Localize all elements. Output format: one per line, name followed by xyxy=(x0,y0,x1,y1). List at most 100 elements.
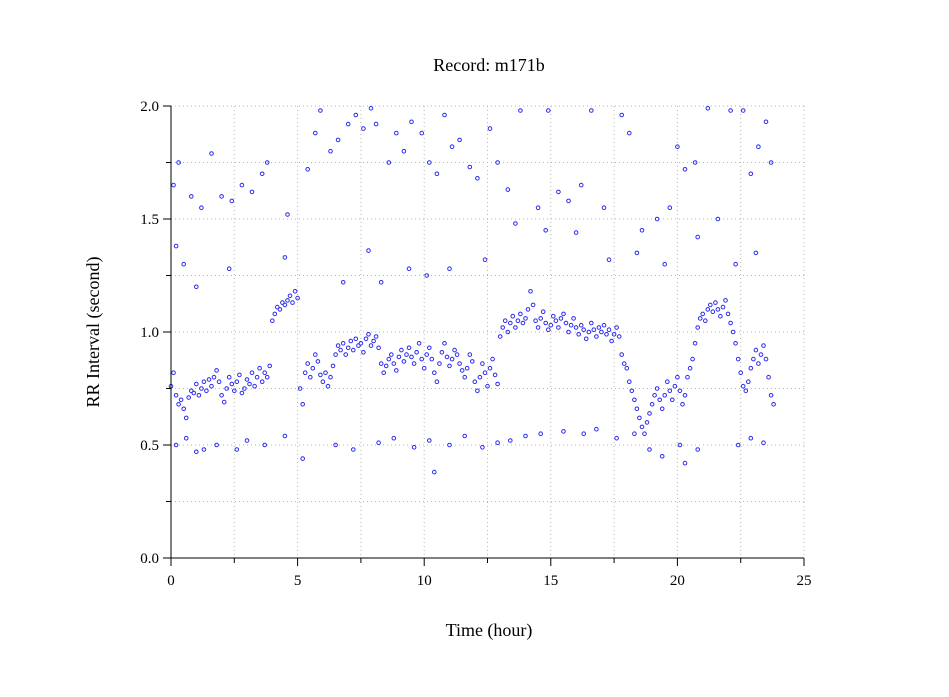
rr-data-point xyxy=(224,386,229,391)
rr-data-point xyxy=(432,469,437,475)
rr-data-point xyxy=(308,374,313,380)
rr-data-point xyxy=(687,365,693,371)
rr-data-point xyxy=(183,415,189,421)
rr-data-point xyxy=(219,393,224,398)
rr-data-point xyxy=(751,356,756,362)
y-axis-title: RR Interval (second) xyxy=(83,257,104,408)
rr-data-point xyxy=(424,352,430,357)
rr-data-point xyxy=(237,372,242,378)
rr-data-point xyxy=(310,365,316,371)
rr-data-point xyxy=(201,379,207,385)
rr-data-point xyxy=(670,397,675,403)
rr-data-point xyxy=(695,234,701,240)
rr-data-point xyxy=(771,402,776,407)
rr-data-point xyxy=(662,261,668,267)
rr-data-point xyxy=(414,350,419,355)
rr-data-point xyxy=(639,424,645,430)
rr-data-point xyxy=(467,164,473,170)
rr-data-point xyxy=(487,365,493,371)
rr-data-point xyxy=(710,309,716,315)
rr-data-point xyxy=(715,307,721,312)
rr-data-point xyxy=(391,435,397,441)
rr-data-point xyxy=(718,313,723,319)
rr-data-point xyxy=(766,374,771,380)
rr-data-point xyxy=(611,332,617,337)
rr-data-point xyxy=(427,160,432,165)
rr-data-point xyxy=(634,406,640,412)
rr-data-point xyxy=(287,293,293,299)
rr-data-point xyxy=(396,354,402,360)
rr-data-point xyxy=(447,363,452,369)
rr-data-point xyxy=(275,304,280,310)
rr-data-point xyxy=(206,377,212,382)
rr-data-point xyxy=(482,370,488,376)
rr-data-point xyxy=(249,189,255,195)
rr-data-point xyxy=(229,381,235,387)
x-tick-label: 10 xyxy=(417,573,432,589)
rr-data-point xyxy=(475,176,480,181)
rr-data-point xyxy=(609,338,614,344)
rr-data-point xyxy=(515,318,521,324)
rr-data-point xyxy=(226,266,232,272)
rr-data-point xyxy=(211,374,217,380)
rr-data-point xyxy=(675,374,680,380)
rr-data-point xyxy=(300,402,306,407)
rr-data-point xyxy=(510,313,516,319)
rr-data-point xyxy=(442,112,447,118)
rr-data-point xyxy=(546,327,551,333)
rr-data-point xyxy=(464,365,470,371)
rr-data-point xyxy=(447,266,452,272)
rr-data-point xyxy=(748,365,754,371)
rr-data-point xyxy=(333,442,338,448)
rr-data-point xyxy=(229,198,235,204)
rr-data-point xyxy=(399,347,404,353)
rr-data-point xyxy=(518,108,523,113)
rr-data-point xyxy=(234,447,240,452)
rr-data-point xyxy=(505,329,511,335)
y-tick-label: 1.0 xyxy=(140,325,159,341)
rr-data-point xyxy=(761,440,766,446)
rr-data-point xyxy=(606,257,612,263)
rr-data-point xyxy=(743,388,749,394)
rr-data-point xyxy=(432,370,437,376)
rr-data-point xyxy=(485,383,490,389)
x-axis-title: Time (hour) xyxy=(446,620,533,641)
rr-data-point xyxy=(581,431,587,437)
rr-data-point xyxy=(563,320,569,326)
rr-data-point xyxy=(386,160,392,165)
rr-data-point xyxy=(647,411,652,416)
rr-data-point xyxy=(472,379,478,385)
rr-data-point xyxy=(409,354,414,360)
rr-data-point xyxy=(733,261,738,267)
rr-data-point xyxy=(221,399,227,405)
rr-data-point xyxy=(189,194,194,199)
rr-data-point xyxy=(437,361,442,366)
rr-data-point xyxy=(738,370,744,376)
rr-data-point xyxy=(634,250,640,256)
rr-data-point xyxy=(305,167,311,172)
rr-data-point xyxy=(768,160,774,165)
rr-data-point xyxy=(351,347,356,353)
rr-data-point xyxy=(328,148,333,154)
rr-data-point xyxy=(614,325,619,330)
rr-data-point xyxy=(642,431,647,437)
rr-data-point xyxy=(535,325,541,330)
rr-data-point xyxy=(654,386,660,391)
rr-data-point xyxy=(297,386,303,391)
rr-data-point xyxy=(543,320,549,326)
rr-data-point xyxy=(285,212,290,217)
rr-data-point xyxy=(194,284,199,290)
rr-data-point xyxy=(556,189,561,195)
rr-data-point xyxy=(523,316,528,321)
rr-data-point xyxy=(376,345,381,351)
rr-data-point xyxy=(358,341,364,346)
rr-data-point xyxy=(196,393,202,398)
rr-data-point xyxy=(373,334,379,339)
rr-data-point xyxy=(697,316,703,321)
rr-data-point xyxy=(292,289,298,294)
rr-data-point xyxy=(695,447,701,452)
rr-data-point xyxy=(576,332,582,337)
rr-data-point xyxy=(662,393,668,398)
rr-data-point xyxy=(591,327,597,333)
rr-data-point xyxy=(690,356,695,362)
